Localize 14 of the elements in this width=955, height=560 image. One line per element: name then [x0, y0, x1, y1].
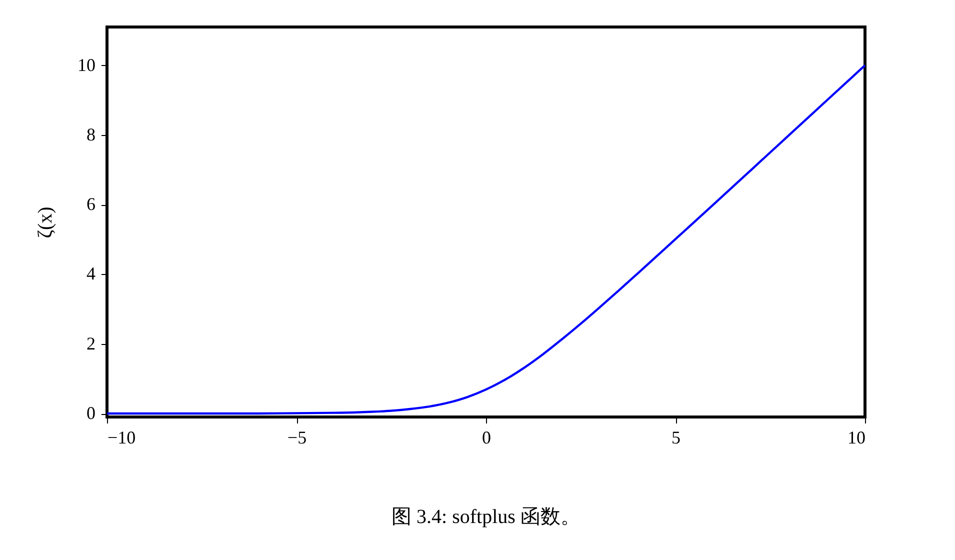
x-tick-label: −10 — [108, 428, 136, 448]
y-tick-label: 0 — [86, 403, 96, 424]
x-tick-label: 0 — [482, 428, 491, 448]
y-axis-title: ζ(x) — [34, 206, 56, 238]
x-tick-label: −5 — [287, 428, 307, 448]
y-tick-label: 2 — [86, 333, 96, 354]
y-tick-label: 8 — [86, 124, 96, 144]
y-tick-label: 4 — [86, 264, 96, 284]
x-tick-label: 10 — [848, 428, 866, 448]
caption: 图 3.4: softplus 函数。 — [392, 506, 580, 528]
line-series — [106, 64, 866, 415]
x-tick-label: 5 — [672, 428, 680, 448]
y-tick-label: 10 — [78, 54, 96, 75]
y-tick-label: 6 — [86, 194, 96, 214]
